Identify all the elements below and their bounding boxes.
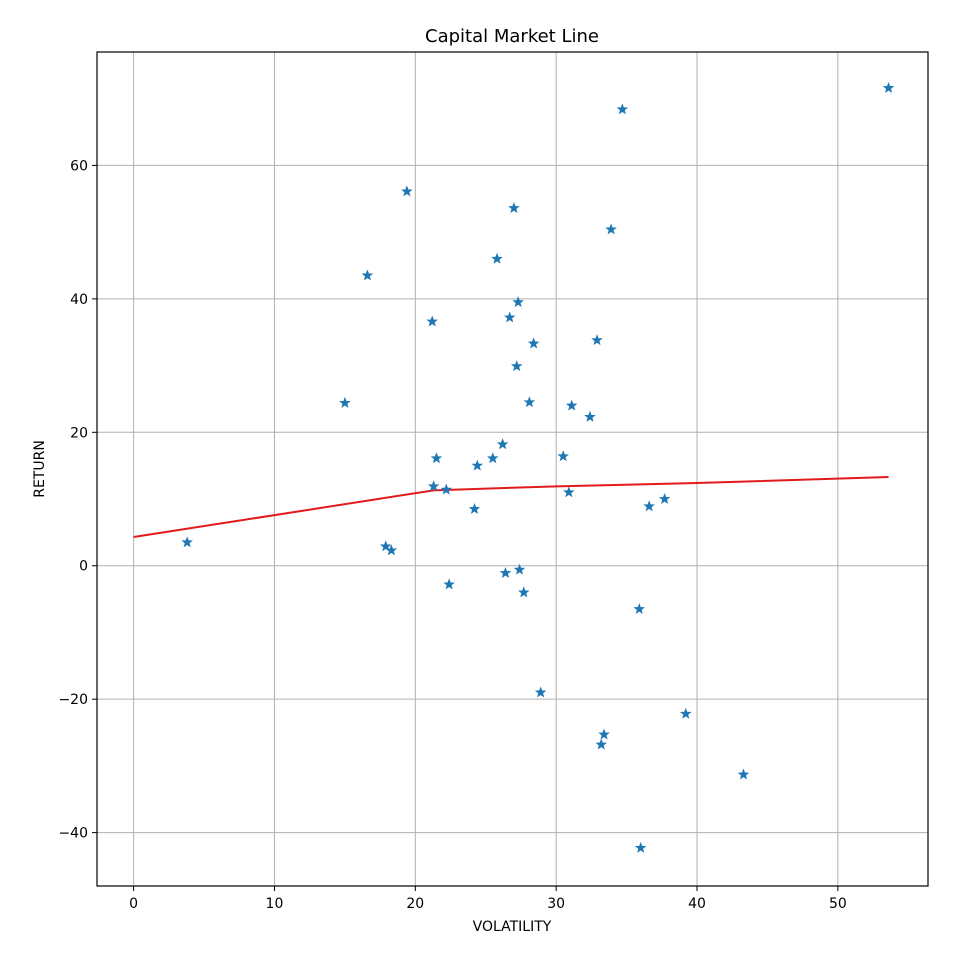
scatter-point [508, 202, 520, 214]
scatter-point [882, 81, 895, 93]
scatter-point [737, 768, 750, 780]
x-tick-label: 50 [829, 896, 847, 912]
scatter-point [563, 486, 575, 498]
scatter-point [430, 452, 443, 464]
scatter-point [361, 269, 374, 281]
scatter-point [605, 223, 617, 235]
y-axis-ticks: −40 −20 0 20 40 60 [58, 158, 97, 842]
y-tick-label: −40 [58, 826, 88, 842]
scatter-point [487, 452, 499, 464]
scatter-point [557, 450, 569, 462]
scatter-point [443, 578, 455, 590]
scatter-point [510, 360, 523, 372]
scatter-point [595, 738, 607, 750]
scatter-point [427, 480, 440, 492]
chart-title: Capital Market Line [425, 26, 599, 47]
scatter-point [679, 707, 692, 719]
x-tick-label: 10 [266, 896, 284, 912]
scatter-point [401, 185, 413, 197]
y-axis-label: RETURN [32, 440, 48, 498]
plot-frame [96, 51, 929, 887]
scatter-point [471, 459, 484, 471]
y-tick-label: 60 [70, 158, 88, 174]
scatter-point [512, 296, 524, 308]
scatter-point [658, 492, 671, 504]
scatter-point [513, 563, 526, 575]
cml-line-layer [133, 476, 889, 539]
scatter-point [339, 396, 351, 408]
scatter-point [565, 399, 578, 411]
scatter-point [468, 502, 481, 514]
x-tick-label: 40 [688, 896, 706, 912]
capital-market-line [133, 476, 889, 539]
scatter-point [633, 603, 646, 615]
scatter-point [385, 544, 398, 556]
x-axis-ticks: 0 10 20 30 40 50 [129, 886, 847, 912]
scatter-point [598, 728, 610, 740]
scatter-point [527, 337, 540, 349]
scatter-point [503, 311, 516, 323]
scatter-point [534, 686, 547, 698]
scatter-point [616, 103, 629, 115]
x-tick-label: 30 [547, 896, 565, 912]
x-tick-label: 0 [129, 896, 138, 912]
scatter-point [643, 500, 655, 512]
x-tick-label: 20 [406, 896, 424, 912]
scatter-point [591, 334, 603, 346]
scatter-point [491, 252, 503, 264]
scatter-point [499, 567, 512, 578]
y-tick-label: 40 [70, 292, 88, 308]
scatter-point [181, 536, 193, 548]
y-tick-label: 0 [79, 559, 88, 575]
x-axis-label: VOLATILITY [473, 919, 552, 935]
scatter-point [584, 410, 596, 422]
scatter-point [518, 586, 530, 598]
scatter-point [634, 841, 647, 853]
scatter-point [523, 396, 536, 408]
y-tick-label: −20 [58, 692, 88, 708]
y-tick-label: 20 [70, 425, 88, 441]
grid [97, 52, 928, 886]
scatter-point [496, 438, 509, 450]
scatter-point [426, 315, 438, 327]
scatter-points-layer [181, 81, 895, 853]
scatter-point [440, 483, 453, 495]
